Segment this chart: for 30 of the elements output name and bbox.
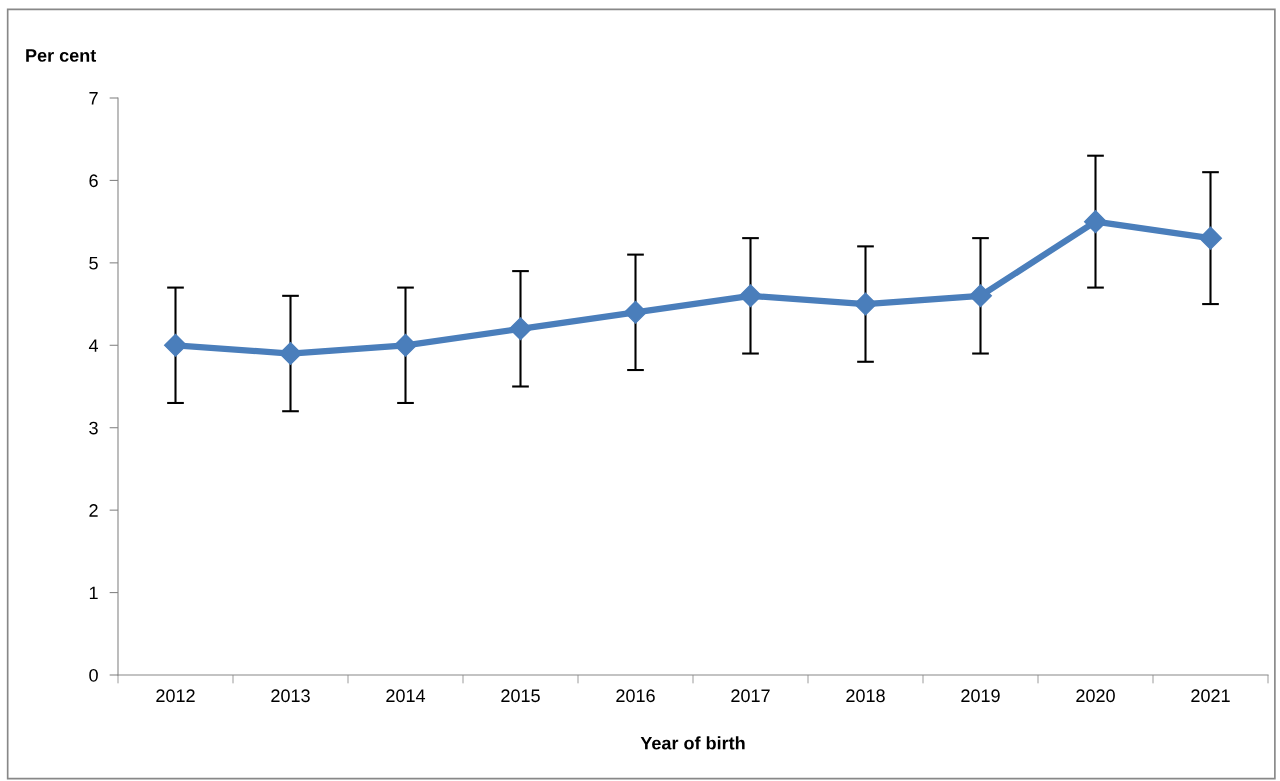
point xyxy=(394,333,417,357)
x-tick-label: 2018 xyxy=(846,689,885,703)
x-tick-label: 2020 xyxy=(1076,689,1115,703)
point xyxy=(739,284,762,308)
point xyxy=(164,333,187,357)
point xyxy=(624,300,647,324)
point xyxy=(1199,226,1222,250)
x-tick-label: 2021 xyxy=(1191,689,1230,703)
x-tick-label: 2014 xyxy=(386,689,426,703)
point xyxy=(969,284,992,308)
x-tick-label: 2019 xyxy=(961,689,1000,703)
y-tick-label: 7 xyxy=(89,92,98,105)
y-axis-title: Per cent xyxy=(26,49,97,62)
point xyxy=(1084,210,1107,234)
x-tick-label: 2017 xyxy=(731,689,770,703)
x-tick-label: 2015 xyxy=(501,689,540,703)
point xyxy=(854,292,877,316)
y-tick-label: 6 xyxy=(89,174,98,188)
x-axis-title: Year of birth xyxy=(640,736,745,750)
point xyxy=(279,342,302,366)
x-tick-label: 2013 xyxy=(271,689,310,703)
point xyxy=(509,317,532,341)
y-tick-label: 0 xyxy=(89,668,98,682)
y-tick-label: 4 xyxy=(88,339,99,352)
x-tick-label: 2016 xyxy=(616,689,655,703)
y-tick-label: 1 xyxy=(89,586,98,600)
y-tick-label: 5 xyxy=(89,256,98,270)
x-tick-label: 2012 xyxy=(156,689,195,703)
y-tick-label: 3 xyxy=(89,421,98,435)
y-tick-label: 2 xyxy=(89,504,98,517)
